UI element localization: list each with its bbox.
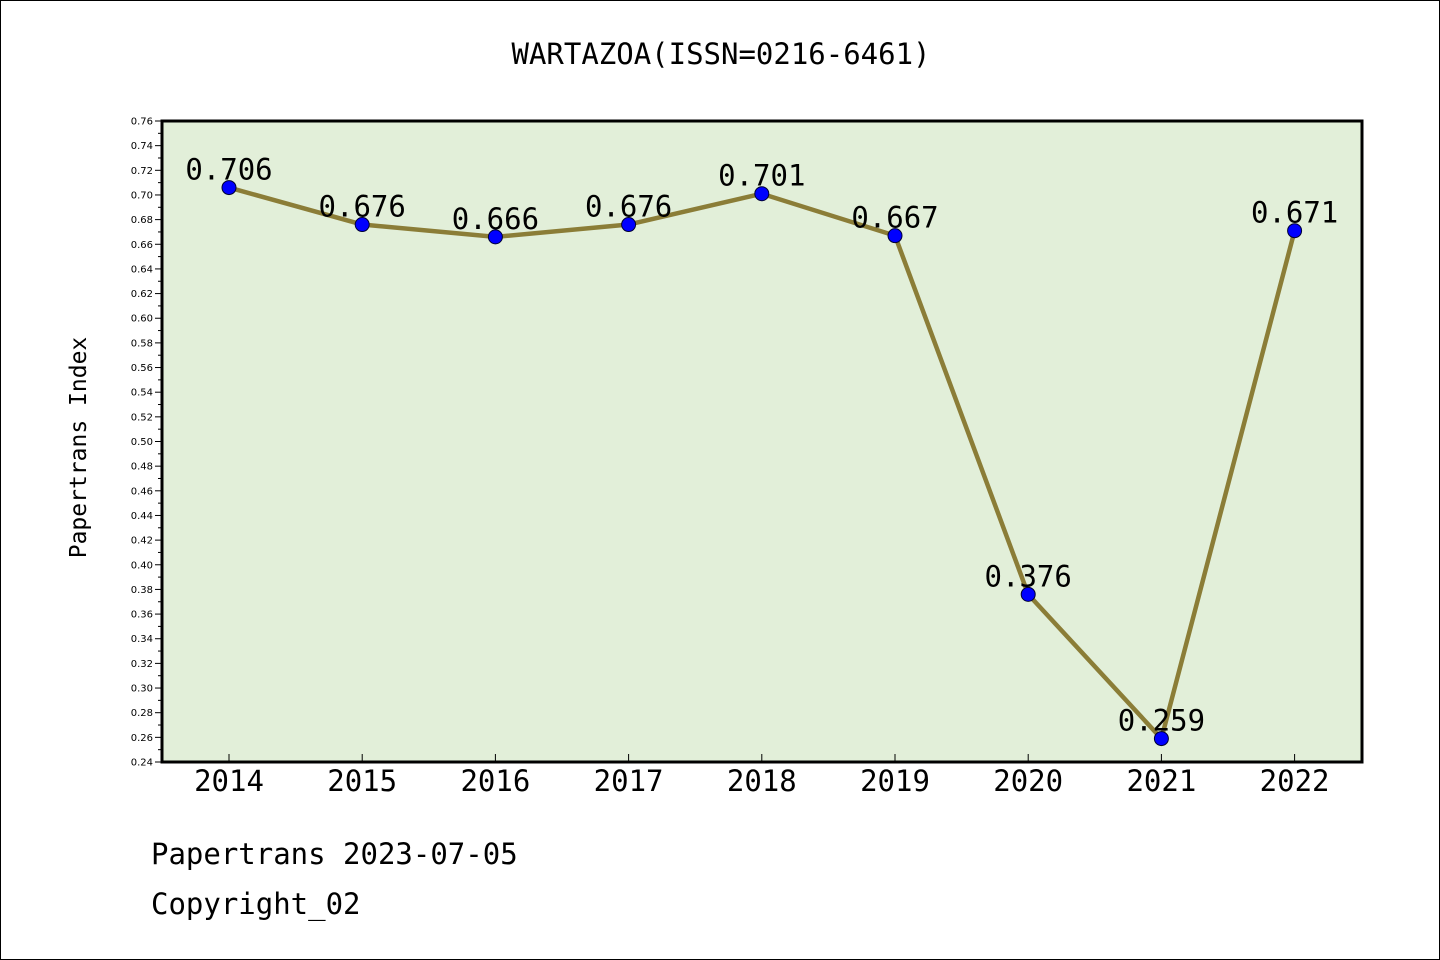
data-point (754, 186, 770, 202)
y-tick-label: 0.44 (131, 511, 153, 522)
y-tick-label: 0.46 (131, 486, 153, 497)
y-tick-label: 0.40 (131, 560, 153, 571)
y-tick-label: 0.36 (131, 610, 153, 621)
x-tick-label: 2021 (1126, 764, 1196, 798)
x-tick-label: 2016 (460, 764, 530, 798)
data-label: 0.667 (851, 201, 938, 235)
data-point (621, 217, 637, 233)
data-label: 0.376 (985, 559, 1072, 593)
y-tick-label: 0.72 (131, 166, 153, 177)
x-tick-label: 2018 (727, 764, 797, 798)
data-point (487, 229, 503, 245)
y-tick-label: 0.32 (131, 659, 153, 670)
y-tick-label: 0.54 (131, 388, 153, 399)
x-tick-label: 2019 (860, 764, 930, 798)
chart-title: WARTAZOA(ISSN=0216-6461) (511, 37, 931, 71)
y-tick-label: 0.64 (131, 264, 153, 275)
data-point (221, 180, 237, 196)
x-tick-label: 2020 (993, 764, 1063, 798)
x-tick-label: 2017 (594, 764, 664, 798)
y-tick-label: 0.74 (131, 141, 153, 152)
data-label: 0.666 (452, 202, 539, 236)
footer-date-line: Papertrans 2023-07-05 (151, 837, 518, 871)
y-tick-label: 0.76 (131, 117, 153, 128)
x-tick-label: 2014 (194, 764, 264, 798)
data-label: 0.701 (718, 159, 805, 193)
y-axis-label: Papertrans Index (66, 337, 92, 559)
y-tick-label: 0.42 (131, 536, 153, 547)
x-tick-label: 2022 (1260, 764, 1330, 798)
y-tick-label: 0.66 (131, 240, 153, 251)
data-label: 0.676 (319, 190, 406, 224)
y-tick-label: 0.26 (131, 733, 153, 744)
y-tick-label: 0.58 (131, 338, 153, 349)
data-point (1287, 223, 1303, 239)
y-tick-label: 0.30 (131, 684, 153, 695)
data-point (354, 217, 370, 233)
y-tick-label: 0.62 (131, 289, 153, 300)
y-tick-label: 0.70 (131, 190, 153, 201)
y-tick-label: 0.28 (131, 708, 153, 719)
y-tick-label: 0.38 (131, 585, 153, 596)
y-tick-label: 0.56 (131, 363, 153, 374)
y-tick-label: 0.60 (131, 314, 153, 325)
data-point (1020, 586, 1036, 602)
y-tick-label: 0.48 (131, 462, 153, 473)
footer-copyright: Copyright_02 (151, 887, 361, 921)
x-tick-label: 2015 (327, 764, 397, 798)
data-label: 0.671 (1251, 196, 1338, 230)
data-label: 0.259 (1118, 704, 1205, 738)
y-tick-label: 0.34 (131, 634, 153, 645)
y-tick-label: 0.68 (131, 215, 153, 226)
data-point (1153, 731, 1169, 747)
data-label: 0.706 (185, 153, 272, 187)
y-tick-label: 0.24 (131, 758, 153, 769)
y-tick-label: 0.52 (131, 412, 153, 423)
data-point (887, 228, 903, 244)
data-label: 0.676 (585, 190, 672, 224)
plot-frame (160, 119, 1364, 764)
y-tick-label: 0.50 (131, 437, 153, 448)
